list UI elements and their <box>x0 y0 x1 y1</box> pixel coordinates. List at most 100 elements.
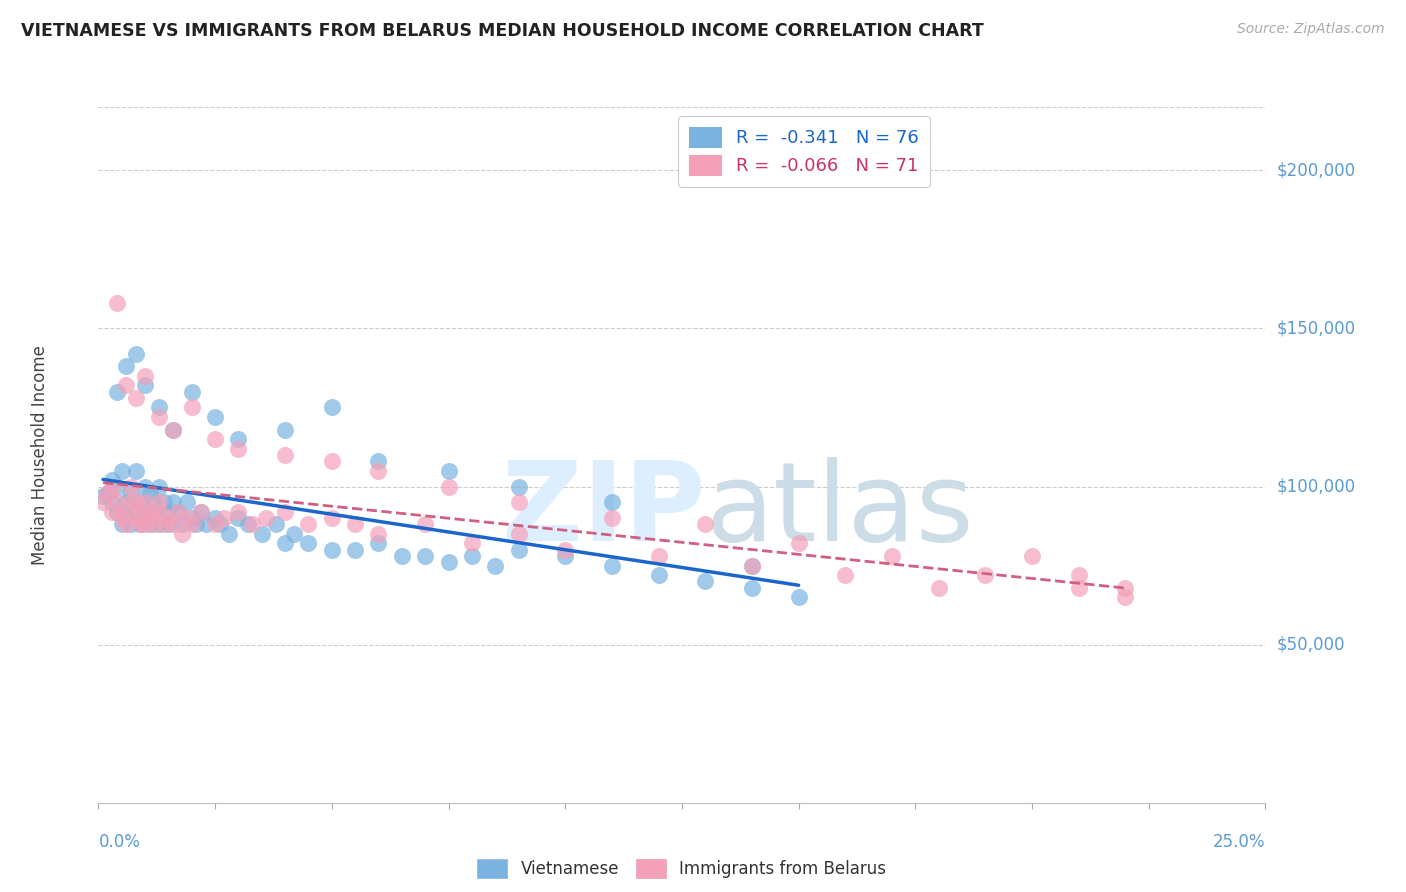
Point <box>321 542 343 557</box>
Point <box>172 527 194 541</box>
Point <box>134 368 156 383</box>
Point <box>125 505 148 519</box>
Point <box>105 505 128 519</box>
Point <box>115 359 138 374</box>
Point <box>208 517 231 532</box>
Point <box>148 479 170 493</box>
Point <box>228 511 250 525</box>
Point <box>297 517 319 532</box>
Point <box>166 505 188 519</box>
Text: $100,000: $100,000 <box>1277 477 1355 496</box>
Point <box>228 432 250 446</box>
Point <box>105 384 128 399</box>
Point <box>880 549 903 563</box>
Point <box>139 511 162 525</box>
Point <box>115 378 138 392</box>
Point <box>115 511 138 525</box>
Point <box>120 517 142 532</box>
Point <box>600 511 623 525</box>
Point <box>928 581 950 595</box>
Point <box>111 505 134 519</box>
Point <box>437 556 460 570</box>
Point <box>148 401 170 415</box>
Point <box>148 495 170 509</box>
Point <box>101 495 124 509</box>
Point <box>367 536 389 550</box>
Point <box>125 391 148 405</box>
Point <box>134 495 156 509</box>
Point <box>139 517 162 532</box>
Point <box>134 479 156 493</box>
Point <box>91 495 114 509</box>
Point <box>1021 549 1043 563</box>
Point <box>134 505 156 519</box>
Point <box>321 511 343 525</box>
Point <box>256 511 278 525</box>
Point <box>321 454 343 468</box>
Point <box>152 495 174 509</box>
Legend: Vietnamese, Immigrants from Belarus: Vietnamese, Immigrants from Belarus <box>471 853 893 885</box>
Point <box>97 486 120 500</box>
Point <box>787 536 810 550</box>
Point <box>554 549 576 563</box>
Point <box>367 527 389 541</box>
Point <box>105 296 128 310</box>
Point <box>129 505 152 519</box>
Point <box>125 495 148 509</box>
Point <box>391 549 413 563</box>
Point <box>242 517 264 532</box>
Point <box>1114 581 1136 595</box>
Text: atlas: atlas <box>706 457 974 564</box>
Point <box>600 558 623 573</box>
Point <box>148 517 170 532</box>
Point <box>143 517 166 532</box>
Point <box>297 536 319 550</box>
Point <box>139 486 162 500</box>
Point <box>461 549 484 563</box>
Point <box>274 448 297 462</box>
Point <box>190 505 212 519</box>
Point <box>152 517 174 532</box>
Point <box>508 542 530 557</box>
Point <box>139 505 162 519</box>
Point <box>274 536 297 550</box>
Point <box>741 558 763 573</box>
Point <box>101 473 124 487</box>
Point <box>97 486 120 500</box>
Point <box>148 505 170 519</box>
Point <box>274 423 297 437</box>
Point <box>236 517 259 532</box>
Point <box>172 517 194 532</box>
Point <box>1114 591 1136 605</box>
Text: ZIP: ZIP <box>502 457 706 564</box>
Point <box>413 549 436 563</box>
Point <box>157 505 180 519</box>
Point <box>148 409 170 424</box>
Point <box>274 505 297 519</box>
Point <box>508 479 530 493</box>
Point <box>186 517 208 532</box>
Point <box>120 486 142 500</box>
Point <box>204 517 226 532</box>
Point <box>157 517 180 532</box>
Point <box>101 505 124 519</box>
Point <box>367 464 389 478</box>
Point <box>129 517 152 532</box>
Point <box>180 517 202 532</box>
Point <box>176 495 198 509</box>
Point <box>157 511 180 525</box>
Point <box>264 517 287 532</box>
Text: 25.0%: 25.0% <box>1213 833 1265 851</box>
Point <box>461 536 484 550</box>
Point <box>367 454 389 468</box>
Point <box>214 511 236 525</box>
Point <box>695 574 717 589</box>
Point <box>204 511 226 525</box>
Point <box>437 479 460 493</box>
Point <box>162 495 184 509</box>
Point <box>228 442 250 456</box>
Point <box>134 378 156 392</box>
Text: 0.0%: 0.0% <box>98 833 141 851</box>
Text: $50,000: $50,000 <box>1277 636 1346 654</box>
Point <box>228 505 250 519</box>
